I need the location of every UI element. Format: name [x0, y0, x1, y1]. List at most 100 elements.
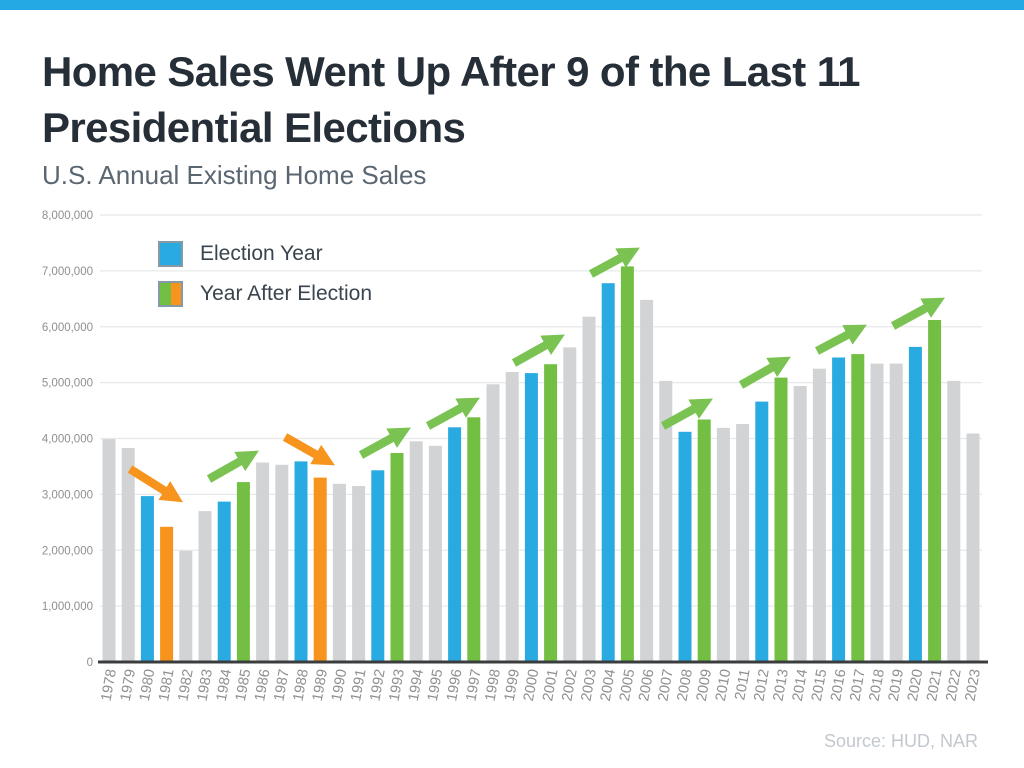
x-tick-label-2008: 2008: [675, 668, 696, 703]
x-tick-label-2010: 2010: [713, 668, 734, 703]
source-attribution: Source: HUD, NAR: [823, 731, 978, 751]
x-tick-label-2014: 2014: [790, 668, 811, 703]
x-tick-label-2011: 2011: [732, 668, 753, 701]
x-tick-label-1983: 1983: [195, 668, 216, 703]
x-tick-label-1997: 1997: [463, 668, 484, 703]
bar-1997: [467, 417, 481, 662]
x-tick-label-1994: 1994: [406, 668, 427, 703]
bar-1992: [371, 470, 385, 662]
bar-2002: [563, 347, 577, 662]
y-tick-label: 4,000,000: [42, 434, 93, 446]
x-tick-label-2004: 2004: [598, 668, 619, 703]
x-tick-label-2015: 2015: [809, 668, 830, 703]
bar-2015: [812, 368, 826, 662]
x-tick-label-1984: 1984: [214, 668, 235, 703]
y-tick-label: 5,000,000: [42, 378, 93, 390]
x-tick-label-1998: 1998: [483, 668, 504, 703]
x-tick-label-1978: 1978: [99, 668, 120, 703]
bar-2018: [870, 363, 884, 662]
year-after-election-swatch-icon: [158, 281, 183, 307]
x-tick-label-1989: 1989: [310, 668, 331, 703]
y-tick-label: 8,000,000: [42, 210, 93, 222]
x-tick-label-2021: 2021: [924, 668, 945, 703]
bar-1980: [140, 496, 154, 662]
x-tick-label-2013: 2013: [771, 668, 792, 703]
bar-1983: [198, 511, 212, 662]
bar-1984: [217, 501, 231, 662]
legend-label: Election Year: [200, 242, 327, 266]
x-tick-label-2006: 2006: [636, 668, 657, 703]
x-tick-label-1981: 1981: [156, 668, 177, 703]
bar-2020: [908, 346, 922, 662]
x-tick-label-1993: 1993: [387, 668, 408, 703]
x-tick-label-1988: 1988: [291, 668, 312, 703]
chart-legend: Election Year Year After Election: [158, 240, 376, 308]
top-accent-strip: [0, 0, 1024, 10]
bar-2013: [774, 377, 788, 662]
bar-2006: [640, 299, 654, 662]
bar-2007: [659, 380, 673, 662]
x-tick-label-2009: 2009: [694, 668, 715, 703]
x-tick-label-1986: 1986: [252, 668, 273, 703]
y-tick-label: 1,000,000: [42, 601, 93, 613]
bar-1979: [121, 448, 135, 662]
trend-arrow-up-2000: [511, 334, 565, 367]
bar-2001: [544, 364, 558, 662]
legend-item-election-year: Election Year: [158, 240, 376, 268]
bar-2021: [928, 320, 942, 662]
bar-2010: [716, 427, 730, 662]
y-tick-label: 0: [87, 657, 93, 669]
bar-1981: [160, 526, 174, 662]
bar-2011: [736, 424, 750, 662]
bar-1995: [428, 445, 442, 662]
bar-2000: [524, 373, 538, 662]
bar-2005: [620, 266, 634, 662]
bar-1996: [448, 427, 462, 662]
bar-2003: [582, 316, 596, 662]
x-tick-label-2000: 2000: [521, 668, 542, 703]
bar-1988: [294, 461, 308, 662]
x-tick-label-2018: 2018: [867, 668, 888, 703]
x-tick-label-2022: 2022: [943, 668, 964, 703]
x-tick-label-2002: 2002: [559, 668, 580, 703]
x-tick-label-1979: 1979: [118, 668, 139, 703]
bar-1986: [256, 462, 270, 662]
bar-2012: [755, 401, 769, 662]
bar-1994: [409, 441, 423, 662]
bar-2017: [851, 354, 865, 662]
bar-1985: [236, 482, 250, 662]
bar-2004: [601, 283, 615, 662]
page-title-line1: Home Sales Went Up After 9 of the Last 1…: [42, 48, 861, 95]
bar-2014: [793, 386, 807, 662]
trend-arrow-up-2012: [738, 356, 791, 389]
trend-arrow-up-2004: [588, 247, 640, 278]
trend-arrow-up-2008: [660, 398, 713, 430]
x-tick-label-1995: 1995: [425, 668, 446, 703]
trend-arrow-down-1988: [282, 433, 335, 466]
bar-1982: [179, 550, 193, 662]
trend-arrow-up-2016: [815, 324, 867, 355]
legend-item-year-after-election: Year After Election: [158, 280, 376, 308]
page-title: Home Sales Went Up After 9 of the Last 1…: [42, 44, 992, 156]
y-tick-label: 2,000,000: [42, 545, 93, 557]
bar-1999: [505, 372, 519, 662]
trend-arrow-up-1996: [425, 397, 480, 430]
bar-2016: [832, 357, 846, 662]
bar-1978: [102, 439, 116, 662]
bar-2009: [697, 419, 711, 662]
bar-2019: [889, 363, 903, 662]
y-tick-label: 3,000,000: [42, 489, 93, 501]
x-tick-label-2019: 2019: [886, 668, 907, 703]
y-tick-label: 7,000,000: [42, 266, 93, 278]
bar-2023: [966, 433, 980, 662]
trend-arrow-up-1992: [358, 427, 411, 459]
x-tick-label-1996: 1996: [444, 668, 465, 703]
x-tick-label-2017: 2017: [847, 668, 868, 703]
trend-arrow-up-1984: [206, 450, 259, 483]
x-tick-label-1985: 1985: [233, 668, 254, 703]
x-tick-label-2003: 2003: [579, 668, 600, 703]
bar-2022: [947, 380, 961, 662]
x-tick-label-2012: 2012: [751, 668, 772, 703]
bar-1993: [390, 453, 404, 662]
x-tick-label-2020: 2020: [905, 668, 926, 703]
